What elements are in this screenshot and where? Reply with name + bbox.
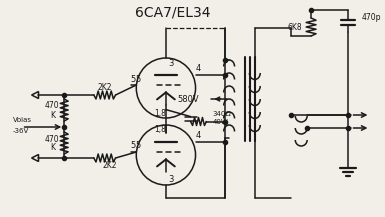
Text: -36V: -36V (13, 128, 29, 134)
Text: 340Ω: 340Ω (213, 110, 231, 117)
Text: 470: 470 (45, 102, 60, 110)
Text: 580V: 580V (178, 94, 199, 104)
Text: 1,8: 1,8 (154, 109, 166, 118)
Text: 2K2: 2K2 (97, 82, 112, 92)
Text: 470: 470 (45, 135, 60, 143)
Text: 6CA7/EL34: 6CA7/EL34 (135, 5, 211, 19)
Text: K: K (50, 143, 55, 153)
Text: 470p: 470p (362, 13, 381, 23)
Text: 5: 5 (136, 141, 141, 151)
Text: 6K8: 6K8 (288, 23, 302, 31)
Text: K: K (50, 110, 55, 120)
Text: 3: 3 (168, 176, 174, 184)
Text: 1,8: 1,8 (154, 125, 166, 134)
Text: 5: 5 (136, 74, 141, 84)
Text: 2K2: 2K2 (102, 161, 117, 171)
Text: 40W: 40W (213, 118, 228, 125)
Text: 4: 4 (196, 64, 201, 73)
Text: 5: 5 (131, 141, 136, 151)
Text: 3: 3 (168, 59, 174, 67)
Text: 4: 4 (196, 131, 201, 140)
Text: Vbias: Vbias (13, 117, 32, 123)
Text: 5: 5 (131, 74, 136, 84)
